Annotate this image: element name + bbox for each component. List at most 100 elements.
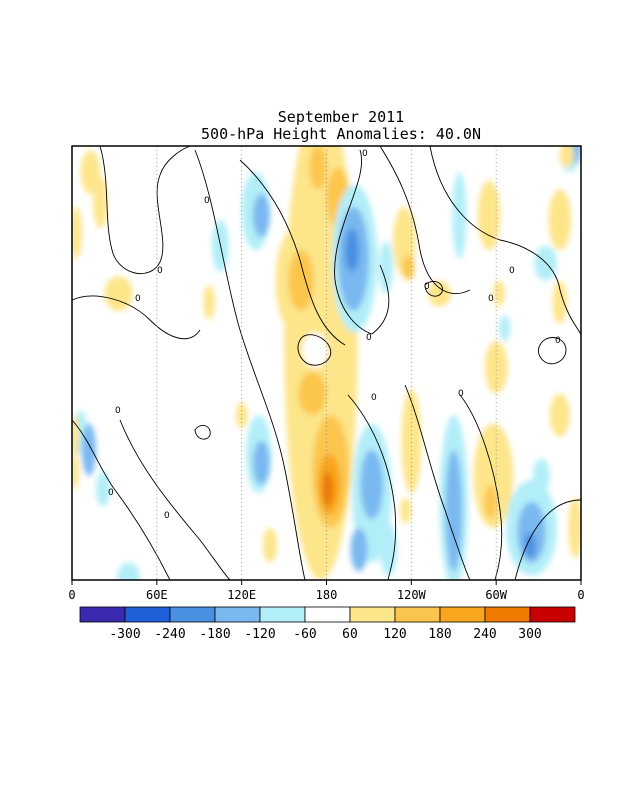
zero-contour-line (429, 146, 581, 336)
x-tick-label: 60W (485, 588, 507, 602)
anomaly-patch (322, 471, 334, 507)
anomaly-patch (262, 527, 278, 563)
anomaly-patch (477, 180, 501, 251)
contour-label: 0 (108, 488, 114, 498)
anomaly-fields (72, 146, 581, 580)
colorbar-swatch (124, 606, 171, 623)
anomaly-patch (80, 150, 101, 194)
colorbar-swatch (439, 606, 486, 623)
anomaly-patch (452, 172, 467, 259)
anomaly-patch (400, 497, 412, 524)
colorbar: -300 -240 -180 -120 -60 60 120 180 240 300 (79, 606, 576, 642)
contour-label: 0 (204, 196, 210, 206)
colorbar-label: 300 (518, 627, 541, 642)
contour-label: 0 (157, 266, 163, 276)
x-tick-label: 180 (316, 588, 338, 602)
colorbar-swatch (394, 606, 441, 623)
zero-contour-line (119, 419, 231, 580)
anomaly-patch (484, 484, 497, 520)
colorbar-swatch (349, 606, 396, 623)
anomaly-patch (96, 471, 111, 507)
anomaly-patch (81, 423, 97, 476)
anomaly-patch (72, 454, 80, 489)
x-tick-label: 0 (68, 588, 75, 602)
zero-contour-line (194, 424, 211, 440)
colorbar-label: -300 (109, 627, 140, 642)
contour-label: 0 (135, 294, 141, 304)
colorbar-swatch (304, 606, 351, 623)
chart-subtitle: 500-hPa Height Anomalies: 40.0N (201, 125, 481, 143)
colorbar-label: -240 (154, 627, 185, 642)
colorbar-label: 240 (473, 627, 496, 642)
colorbar-swatch (79, 606, 126, 623)
anomaly-patch (72, 206, 82, 259)
anomaly-patch (484, 341, 508, 394)
colorbar-swatch (169, 606, 216, 623)
zero-contour-line (537, 337, 567, 365)
anomaly-patch (445, 449, 463, 572)
colorbar-label: -120 (244, 627, 275, 642)
anomaly-patch (344, 228, 360, 272)
contour-label: 0 (488, 294, 494, 304)
anomaly-patch (552, 280, 567, 324)
contour-label: 0 (371, 393, 377, 403)
anomaly-patch (473, 423, 514, 528)
anomaly-patch (302, 332, 328, 368)
contour-label: 0 (458, 389, 464, 399)
x-tick-label: 60E (146, 588, 168, 602)
zero-contour-line (72, 295, 201, 340)
zero-contour-line (297, 334, 332, 366)
colorbar-label: 120 (383, 627, 406, 642)
zero-contour-line (239, 159, 346, 346)
anomaly-patch (548, 189, 572, 251)
contour-label: 0 (424, 282, 430, 292)
anomaly-patch (93, 176, 108, 229)
anomaly-patch (401, 389, 422, 494)
colorbar-swatch (484, 606, 531, 623)
anomaly-patch (534, 245, 557, 281)
anomaly-patch (252, 441, 270, 485)
anomaly-patch (378, 241, 393, 294)
anomaly-patch (104, 276, 133, 311)
chart-title: September 2011 (278, 108, 404, 126)
zero-contours (72, 146, 581, 580)
anomaly-patch (117, 562, 140, 580)
anomaly-patch (309, 146, 327, 190)
zero-contour-line (194, 149, 306, 580)
zero-contour-labels: 0 0 0 0 0 0 0 0 0 0 0 0 0 0 (108, 149, 561, 521)
contour-label: 0 (366, 333, 372, 343)
contour-label: 0 (164, 511, 170, 521)
zero-contour-line (99, 146, 191, 274)
contour-label: 0 (362, 149, 368, 159)
x-tick-label: 120E (227, 588, 256, 602)
colorbar-label: -180 (199, 627, 230, 642)
anomaly-patch (288, 250, 314, 311)
anomaly-patch (252, 193, 270, 238)
zero-contour-line (72, 419, 171, 580)
anomaly-patch (402, 254, 415, 281)
anomaly-patch (298, 371, 327, 416)
x-tick-label: 120W (397, 588, 427, 602)
zero-contour-line (347, 394, 397, 580)
zero-contour-line (379, 146, 471, 294)
colorbar-swatch (259, 606, 306, 623)
anomaly-patch (568, 497, 581, 559)
anomaly-patch (532, 458, 550, 494)
zero-contour-line (459, 394, 503, 580)
zero-contour-line (514, 499, 581, 580)
zero-contour-line (424, 281, 443, 297)
anomaly-patch (360, 449, 384, 520)
anomaly-patch (549, 393, 570, 437)
anomaly-patch (350, 527, 368, 572)
colorbar-swatch (214, 606, 261, 623)
anomaly-patch (428, 280, 451, 307)
anomaly-patch (203, 284, 215, 320)
anomaly-patch (524, 532, 536, 559)
x-tick-label: 0 (577, 588, 584, 602)
colorbar-label: 180 (428, 627, 451, 642)
gridlines (156, 146, 497, 580)
x-axis-ticks: 0 60E 120E 180 120W 60W 0 (68, 580, 585, 602)
contour-label: 0 (115, 406, 121, 416)
anomaly-patch (559, 146, 574, 168)
